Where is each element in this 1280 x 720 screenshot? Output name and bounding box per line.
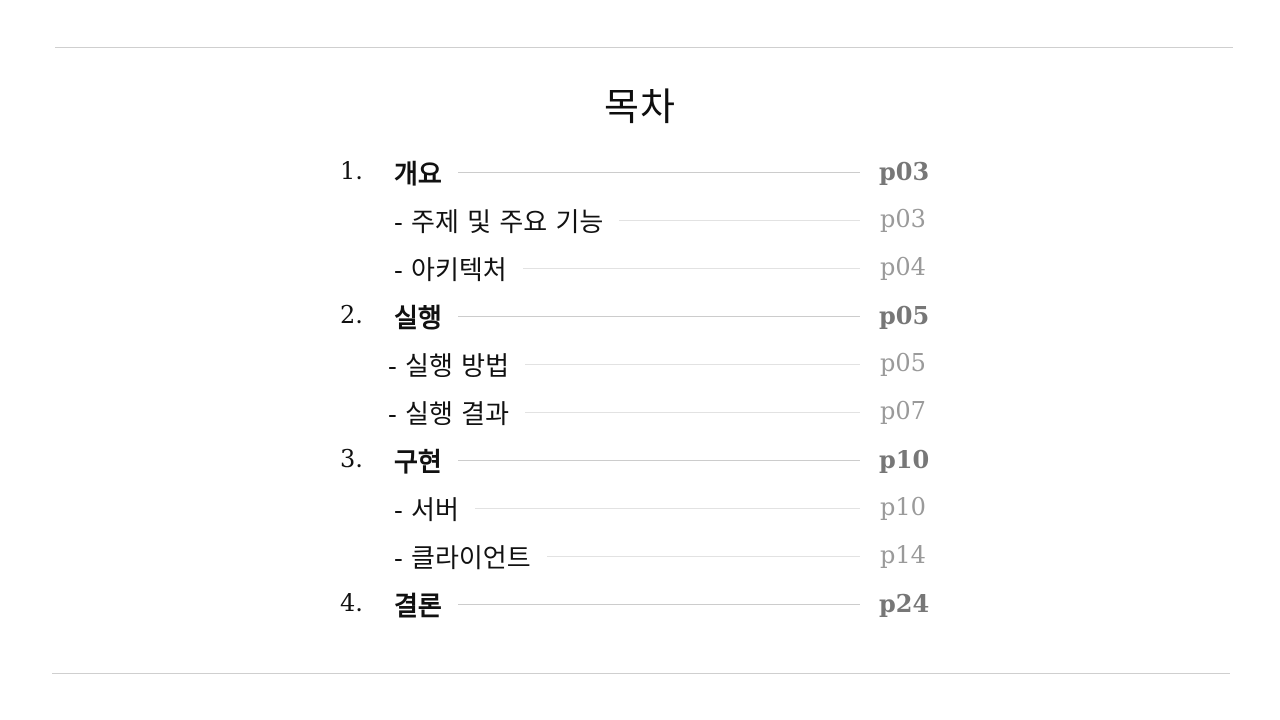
toc-entry-2[interactable]: 2. 실행 p05 [0,292,1280,340]
toc-entry-3[interactable]: 3. 구현 p10 [0,436,1280,484]
dotted-leader [450,268,860,269]
toc-label: 구현 [394,442,458,479]
toc-entry-2-1[interactable]: - 실행 방법 p05 [0,340,1280,388]
toc-entry-1-1[interactable]: - 주제 및 주요 기능 p03 [0,196,1280,244]
toc-page-number: p10 [879,445,930,474]
bottom-divider [52,673,1230,674]
page-title: 목차 [604,85,676,129]
toc-entry-1-2[interactable]: - 아키텍처 p04 [0,244,1280,292]
toc-page-number: p05 [879,301,930,330]
toc-page-number: p03 [879,157,930,186]
toc-page-number: p04 [880,253,926,281]
top-divider [55,47,1233,48]
toc-label: - 주제 및 주요 기능 [394,202,620,239]
toc-label: 실행 [394,298,458,335]
toc-number: 1. [340,157,363,185]
toc-label: 결론 [394,586,458,623]
toc-label: - 실행 결과 [388,394,525,431]
toc-number: 2. [340,301,363,329]
toc-label: 개요 [394,154,458,191]
toc-entry-2-2[interactable]: - 실행 결과 p07 [0,388,1280,436]
toc-entry-3-1[interactable]: - 서버 p10 [0,484,1280,532]
dotted-leader [450,364,860,365]
toc-page-number: p05 [880,349,926,377]
toc-page-number: p14 [880,541,926,569]
dotted-leader [450,556,860,557]
dotted-leader [450,172,860,173]
toc-number: 4. [340,589,363,617]
toc-page-number: p07 [880,397,926,425]
toc-label: - 실행 방법 [388,346,525,383]
toc-label: - 아키텍처 [394,250,523,287]
dotted-leader [450,604,860,605]
dotted-leader [450,316,860,317]
toc-entry-3-2[interactable]: - 클라이언트 p14 [0,532,1280,580]
toc-entry-1[interactable]: 1. 개요 p03 [0,148,1280,196]
toc-page-number: p10 [880,493,926,521]
toc-label: - 서버 [394,490,475,527]
dotted-leader [450,412,860,413]
dotted-leader [450,220,860,221]
toc-page-number: p24 [879,589,930,618]
toc-label: - 클라이언트 [394,538,547,575]
dotted-leader [450,460,860,461]
toc-number: 3. [340,445,363,473]
toc-page-number: p03 [880,205,926,233]
toc-entry-4[interactable]: 4. 결론 p24 [0,580,1280,628]
dotted-leader [450,508,860,509]
